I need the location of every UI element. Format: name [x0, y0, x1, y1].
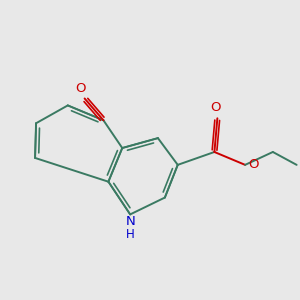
Text: O: O: [75, 82, 86, 94]
Text: H: H: [126, 228, 135, 241]
Text: O: O: [210, 101, 220, 114]
Text: N: N: [125, 215, 135, 228]
Text: O: O: [248, 158, 259, 171]
